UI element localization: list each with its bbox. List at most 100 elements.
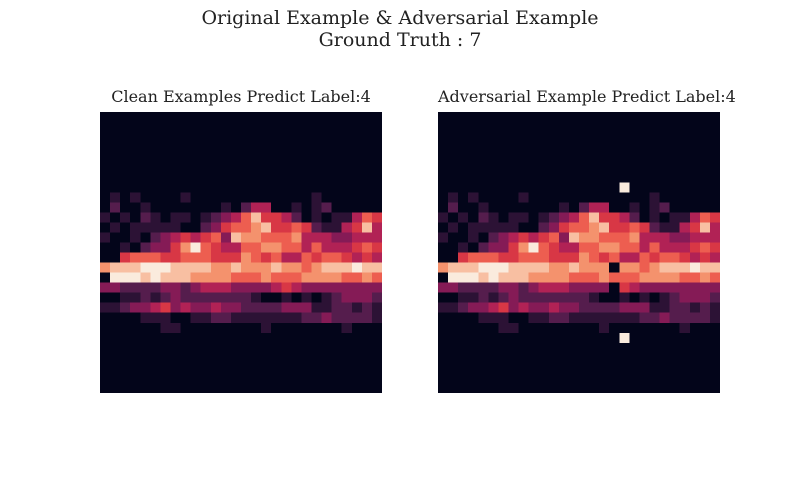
heatmap-cell [689, 372, 701, 384]
heatmap-cell [291, 182, 302, 193]
heatmap-cell [528, 122, 539, 133]
heatmap-cell [271, 252, 282, 263]
heatmap-cell [488, 252, 499, 263]
heatmap-cell [458, 192, 469, 203]
heatmap-cell [110, 362, 121, 374]
heatmap-cell [341, 322, 352, 333]
heatmap-cell [291, 132, 302, 143]
heatmap-cell [589, 112, 600, 123]
heatmap-cell [679, 292, 690, 303]
heatmap-cell [478, 162, 489, 173]
heatmap-cell [438, 352, 449, 364]
heatmap-cell [361, 332, 373, 344]
heatmap-cell [498, 222, 509, 233]
heatmap-cell [508, 372, 519, 384]
heatmap-cell [341, 372, 352, 384]
heatmap-cell [140, 362, 151, 374]
heatmap-cell [130, 232, 141, 243]
heatmap-cell [508, 292, 519, 303]
heatmap-cell [140, 382, 151, 393]
heatmap-cell [709, 292, 720, 303]
heatmap-cell [261, 162, 272, 173]
heatmap-cell [679, 172, 690, 183]
heatmap-cell [538, 122, 549, 133]
heatmap-cell [589, 182, 600, 193]
heatmap-cell [230, 372, 242, 384]
heatmap-cell [361, 192, 373, 203]
heatmap-cell [619, 352, 630, 364]
heatmap-cell [579, 122, 590, 133]
heatmap-cell [321, 242, 332, 253]
heatmap-cell [679, 162, 690, 173]
heatmap-cell [669, 192, 680, 203]
heatmap-cell [160, 332, 171, 344]
heatmap-cell [271, 162, 282, 173]
heatmap-cell [170, 192, 181, 203]
heatmap-cell [538, 142, 549, 153]
heatmap-cell [361, 202, 373, 213]
heatmap-cell [180, 262, 191, 273]
heatmap-cell [589, 352, 600, 364]
heatmap-cell [528, 132, 539, 143]
heatmap-cell [160, 142, 171, 153]
heatmap-cell [241, 202, 252, 213]
heatmap-cell [699, 202, 711, 213]
heatmap-cell [538, 212, 549, 223]
heatmap-cell [210, 112, 222, 123]
heatmap-cell [528, 382, 539, 393]
heatmap-cell [548, 182, 560, 193]
heatmap-cell [548, 332, 560, 344]
heatmap-cell [120, 372, 131, 384]
heatmap-cell [468, 262, 479, 273]
heatmap-cell [271, 112, 282, 123]
heatmap-cell [669, 122, 680, 133]
heatmap-cell [599, 372, 610, 384]
heatmap-cell [341, 132, 352, 143]
heatmap-cell [170, 362, 181, 374]
heatmap-cell [699, 162, 711, 173]
heatmap-cell [371, 292, 382, 303]
heatmap-cell [150, 362, 161, 374]
heatmap-cell [160, 372, 171, 384]
heatmap-cell [371, 332, 382, 344]
heatmap-cell [140, 142, 151, 153]
heatmap-cell [558, 372, 570, 384]
heatmap-cell [180, 302, 191, 313]
heatmap-cell [548, 272, 560, 283]
heatmap-cell [599, 342, 610, 354]
heatmap-cell [538, 232, 549, 243]
heatmap-cell [140, 322, 151, 333]
heatmap-cell [180, 112, 191, 123]
heatmap-cell [508, 272, 519, 283]
heatmap-cell [230, 352, 242, 364]
heatmap-cell [448, 342, 459, 354]
heatmap-cell [639, 172, 650, 183]
heatmap-cell [361, 292, 373, 303]
heatmap-cell [230, 132, 242, 143]
heatmap-cell [649, 162, 660, 173]
heatmap-cell [558, 262, 570, 273]
heatmap-cell [120, 352, 131, 364]
heatmap-cell [438, 372, 449, 384]
heatmap-cell [689, 322, 701, 333]
heatmap-cell [361, 172, 373, 183]
heatmap-cell [709, 322, 720, 333]
heatmap-cell [689, 262, 701, 273]
heatmap-cell [170, 252, 181, 263]
heatmap-cell [629, 262, 640, 273]
heatmap-cell [568, 242, 580, 253]
heatmap-cell [371, 172, 382, 183]
heatmap-cell [251, 382, 262, 393]
heatmap-cell [220, 192, 232, 203]
heatmap-cell [548, 112, 560, 123]
heatmap-cell [699, 212, 711, 223]
heatmap-cell [301, 202, 312, 213]
heatmap-cell [448, 192, 459, 203]
heatmap-cell [639, 212, 650, 223]
heatmap-cell [599, 302, 610, 313]
heatmap-cell [321, 162, 332, 173]
heatmap-cell [498, 272, 509, 283]
heatmap-cell [331, 272, 342, 283]
heatmap-cell [170, 112, 181, 123]
heatmap-cell [140, 332, 151, 344]
